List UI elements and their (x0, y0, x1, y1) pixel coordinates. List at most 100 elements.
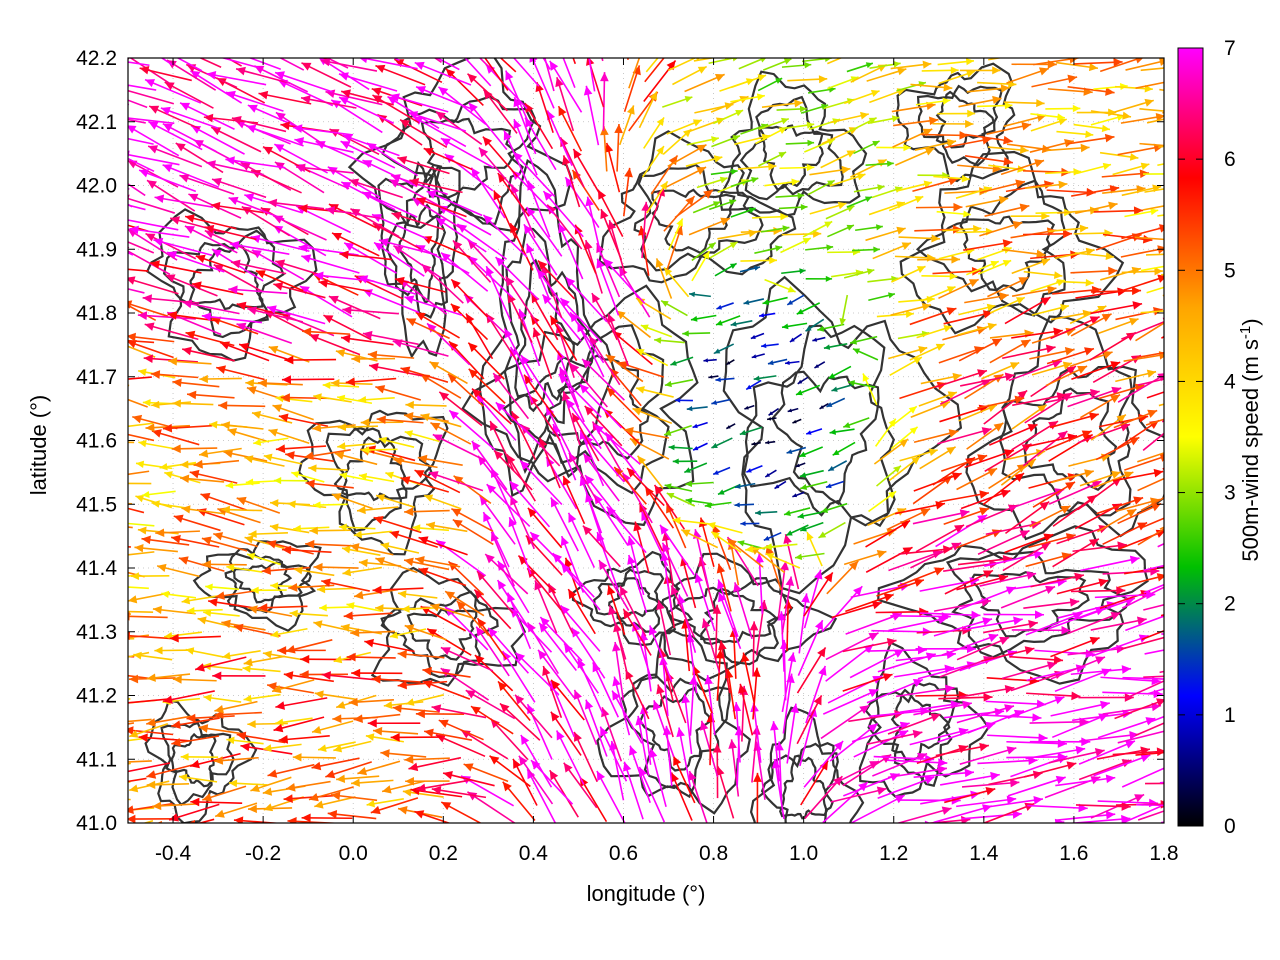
wind-arrow (910, 83, 953, 92)
wind-arrow (154, 194, 214, 208)
wind-arrow (391, 211, 445, 231)
wind-arrow (72, 727, 124, 736)
wind-arrow (1143, 564, 1164, 572)
wind-arrow (549, 60, 583, 113)
wind-arrow (275, 394, 313, 403)
wind-arrow (471, 388, 512, 425)
wind-arrow (965, 133, 1013, 145)
wind-arrow (213, 532, 258, 548)
wind-arrow (431, 786, 487, 799)
wind-arrow (730, 93, 766, 103)
wind-arrow (606, 506, 647, 554)
wind-arrow (340, 89, 394, 106)
wind-arrow (1011, 404, 1048, 430)
wind-arrow (128, 241, 155, 254)
wind-arrow (684, 462, 708, 474)
wind-arrow (1056, 61, 1099, 72)
wind-arrow (1050, 636, 1100, 658)
wind-arrow (471, 440, 508, 491)
wind-arrow (818, 521, 846, 539)
wind-arrow (764, 278, 796, 293)
wind-arrow (1056, 130, 1094, 139)
wind-arrow (802, 220, 833, 238)
wind-arrow (501, 650, 536, 703)
y-tick-label: 41.5 (76, 493, 117, 516)
wind-arrow (730, 320, 753, 327)
wind-arrow (977, 259, 1012, 275)
wind-arrow (538, 622, 577, 672)
wind-arrow (467, 255, 513, 298)
wind-arrow (178, 556, 225, 572)
wind-arrow (390, 174, 448, 196)
wind-arrow (564, 557, 584, 608)
wind-arrow (1023, 270, 1063, 279)
wind-arrow (281, 375, 335, 384)
wind-arrow (128, 433, 155, 442)
wind-arrow (597, 189, 624, 238)
colorbar-tick-label: 4 (1224, 370, 1236, 393)
wind-arrow (128, 103, 130, 106)
wind-arrow (965, 195, 1009, 208)
wind-arrow (800, 760, 829, 806)
wind-arrow (358, 58, 418, 70)
wind-arrow (495, 401, 541, 445)
wind-arrow (635, 297, 672, 320)
wind-arrow (231, 115, 287, 133)
wind-arrow (820, 704, 870, 740)
wind-arrow (751, 353, 765, 359)
wind-arrow (129, 780, 170, 793)
colorbar-tick-label: 3 (1224, 482, 1236, 505)
wind-arrow (555, 730, 585, 785)
wind-arrow (765, 440, 776, 445)
wind-arrow (484, 58, 509, 91)
wind-arrow (435, 58, 460, 71)
wind-arrow (937, 109, 976, 118)
wind-arrow (977, 101, 1013, 110)
wind-arrow (786, 703, 799, 764)
wind-arrow (752, 667, 761, 720)
contour-line (192, 540, 322, 632)
wind-arrow (1071, 184, 1120, 197)
wind-arrow (915, 524, 965, 553)
wind-arrow (301, 327, 351, 337)
wind-arrow (941, 633, 999, 656)
wind-arrow (989, 329, 1034, 339)
wind-arrow (564, 176, 600, 229)
wind-arrow (938, 70, 976, 85)
wind-arrow (137, 311, 196, 320)
wind-arrow (550, 679, 585, 721)
wind-arrow (618, 360, 665, 378)
wind-arrow (611, 690, 643, 744)
wind-arrow (1117, 502, 1162, 525)
wind-arrow (1142, 517, 1164, 528)
wind-arrow (707, 522, 743, 534)
wind-arrow (1143, 603, 1164, 611)
wind-arrow (247, 104, 304, 131)
wind-arrow (128, 651, 150, 658)
contour-line (662, 552, 838, 682)
wind-arrow (155, 528, 200, 538)
wind-arrow (680, 528, 719, 549)
wind-arrow (423, 494, 462, 510)
wind-arrow (366, 798, 404, 808)
wind-arrow (843, 550, 887, 566)
wind-arrow (198, 447, 242, 458)
wind-arrow (738, 58, 767, 70)
wind-arrow (1070, 266, 1118, 276)
wind-arrow (253, 437, 289, 446)
wind-arrow (596, 770, 626, 823)
wind-arrow (340, 140, 396, 169)
wind-arrow (466, 791, 516, 823)
x-tick-label: 1.0 (789, 842, 818, 865)
wind-arrow (502, 781, 536, 821)
wind-arrow (1011, 420, 1059, 451)
wind-arrow (797, 619, 824, 676)
wind-arrow (351, 778, 394, 787)
wind-arrow (850, 158, 888, 178)
wind-arrow (827, 58, 843, 65)
wind-arrow (171, 534, 220, 548)
wind-arrow (549, 315, 578, 362)
wind-arrow (1010, 212, 1050, 220)
wind-arrow (128, 698, 169, 704)
wind-arrow (497, 172, 530, 217)
